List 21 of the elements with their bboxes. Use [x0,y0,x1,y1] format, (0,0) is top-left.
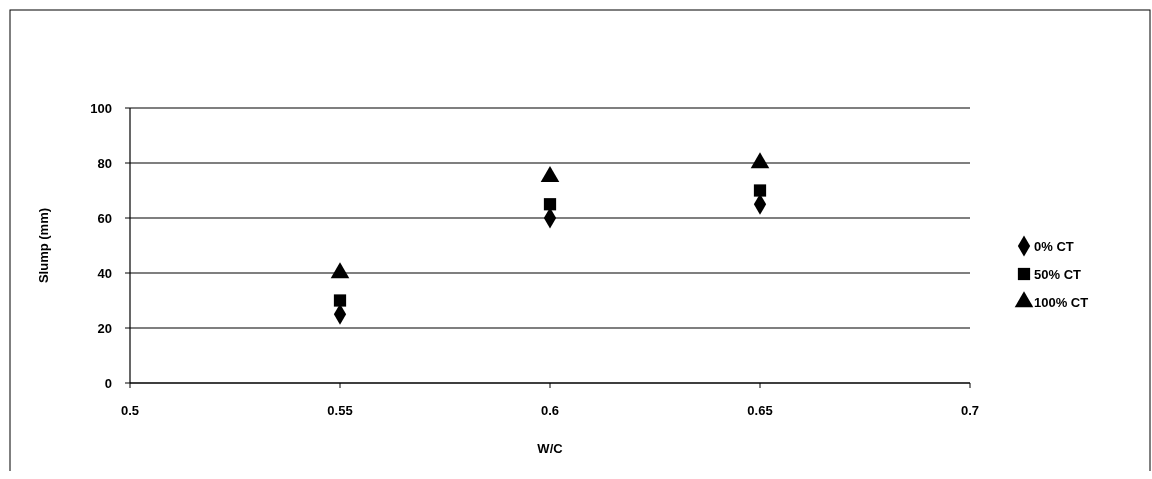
point [333,294,347,307]
y-tick-label: 80 [97,156,112,171]
point [540,166,560,183]
legend-label: 100% CT [1034,295,1089,310]
x-axis-title: W/C [537,441,564,456]
legend-label: 50% CT [1034,267,1082,282]
x-tick-label: 0.7 [960,403,980,418]
y-tick-label: 20 [97,321,112,336]
y-tick-label: 60 [97,211,112,226]
legend-label: 0% CT [1034,239,1074,254]
y-tick-label: 0 [104,376,112,391]
point [543,198,557,211]
x-tick-label: 0.65 [747,403,773,418]
x-tick-label: 0.6 [540,403,560,418]
y-axis-title: Slump (mm) [36,207,51,284]
point [753,184,767,197]
y-tick-label: 100 [90,101,112,116]
point [750,152,770,169]
x-tick-label: 0.5 [120,403,140,418]
y-tick-label: 40 [97,266,112,281]
x-tick-label: 0.55 [327,403,353,418]
